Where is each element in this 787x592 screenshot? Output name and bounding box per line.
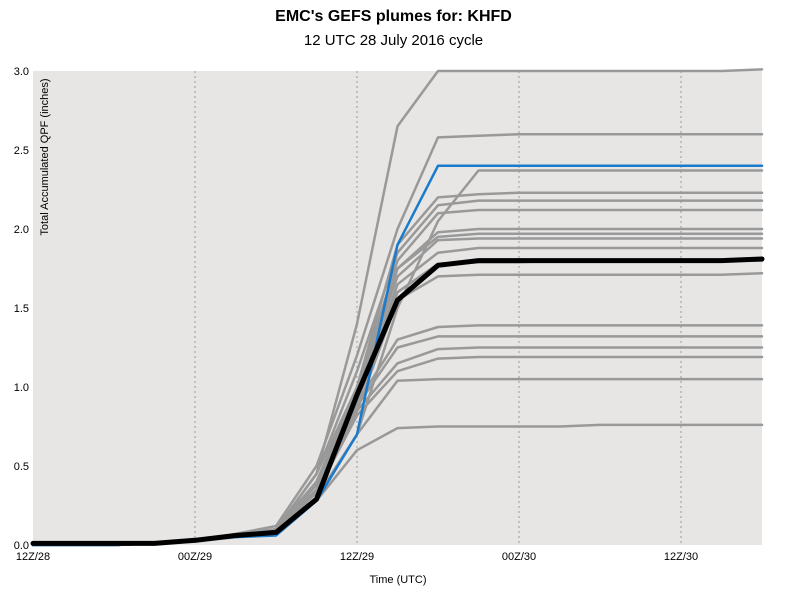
- grid-lines: [194, 71, 682, 545]
- y-tick-label-1: 0.5: [14, 461, 29, 473]
- x-axis-ticks: 12Z/28 00Z/29 12Z/29 00Z/30 12Z/30: [16, 551, 698, 563]
- y-tick-label-5: 2.5: [14, 145, 29, 157]
- series-line-mean-19: [30, 256, 765, 546]
- x-tick-label-2: 12Z/29: [340, 551, 374, 563]
- series-lines: [30, 68, 765, 547]
- x-axis-label: Time (UTC): [369, 574, 426, 586]
- y-tick-label-4: 2.0: [14, 224, 29, 236]
- chart-title: EMC's GEFS plumes for: KHFD: [275, 8, 512, 25]
- y-tick-label-3: 1.5: [14, 303, 29, 315]
- x-tick-label-3: 00Z/30: [502, 551, 536, 563]
- y-tick-label-6: 3.0: [14, 66, 29, 78]
- x-tick-label-1: 00Z/29: [178, 551, 212, 563]
- chart-subtitle: 12 UTC 28 July 2016 cycle: [303, 32, 484, 49]
- y-tick-label-0: 0.0: [14, 540, 29, 552]
- y-tick-label-2: 1.0: [14, 382, 29, 394]
- x-tick-label-0: 12Z/28: [16, 551, 50, 563]
- y-axis-label: Total Accumulated QPF (inches): [39, 78, 51, 235]
- x-tick-label-4: 12Z/30: [664, 551, 698, 563]
- y-axis-ticks: 0.0 0.5 1.0 1.5 2.0 2.5 3.0: [14, 66, 29, 552]
